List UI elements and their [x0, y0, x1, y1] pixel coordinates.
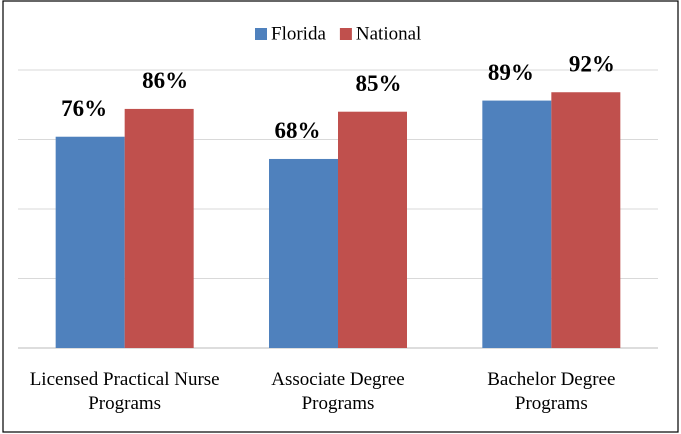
- bar: [124, 108, 194, 348]
- x-tick-label: Licensed Practical Nurse Programs: [29, 369, 220, 414]
- bar: [55, 136, 125, 348]
- data-label: 86%: [142, 68, 188, 93]
- bar: [338, 111, 407, 348]
- legend-swatch: [255, 28, 267, 40]
- x-tick-label: Bachelor Degree Programs: [487, 369, 616, 414]
- x-tick-label: Associate Degree Programs: [271, 369, 405, 414]
- data-label: 68%: [275, 118, 321, 143]
- data-label: 85%: [356, 71, 402, 96]
- bar: [482, 100, 552, 348]
- bar: [269, 158, 338, 348]
- legend-label: Florida: [271, 23, 326, 44]
- data-label: 76%: [61, 96, 107, 121]
- legend-swatch: [339, 28, 352, 40]
- data-label: 89%: [488, 60, 534, 85]
- legend-label: National: [356, 23, 421, 44]
- bar: [551, 92, 621, 349]
- data-label: 92%: [569, 52, 615, 77]
